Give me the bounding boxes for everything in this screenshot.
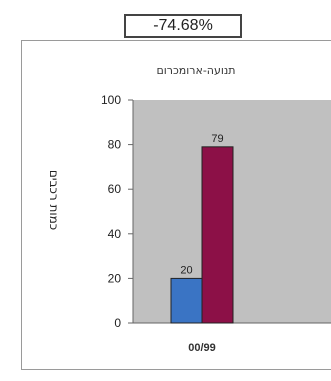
y-tick-label: 80 xyxy=(108,138,122,152)
y-tick-label: 20 xyxy=(108,271,122,285)
y-tick-label: 100 xyxy=(101,93,121,107)
y-tick-label: 0 xyxy=(114,316,121,330)
y-tick-label: 60 xyxy=(108,182,122,196)
percent-change-box: -74.68% xyxy=(124,14,242,38)
category-label: 00/99 xyxy=(188,342,216,354)
bar xyxy=(201,146,234,324)
y-tick-label: 40 xyxy=(108,227,122,241)
chart-title: תנועה-ארומכרום xyxy=(156,64,235,77)
data-label: 79 xyxy=(211,133,223,145)
bar xyxy=(170,277,203,324)
data-label: 20 xyxy=(180,264,192,276)
y-axis-label: כמות רכבים xyxy=(47,170,61,230)
